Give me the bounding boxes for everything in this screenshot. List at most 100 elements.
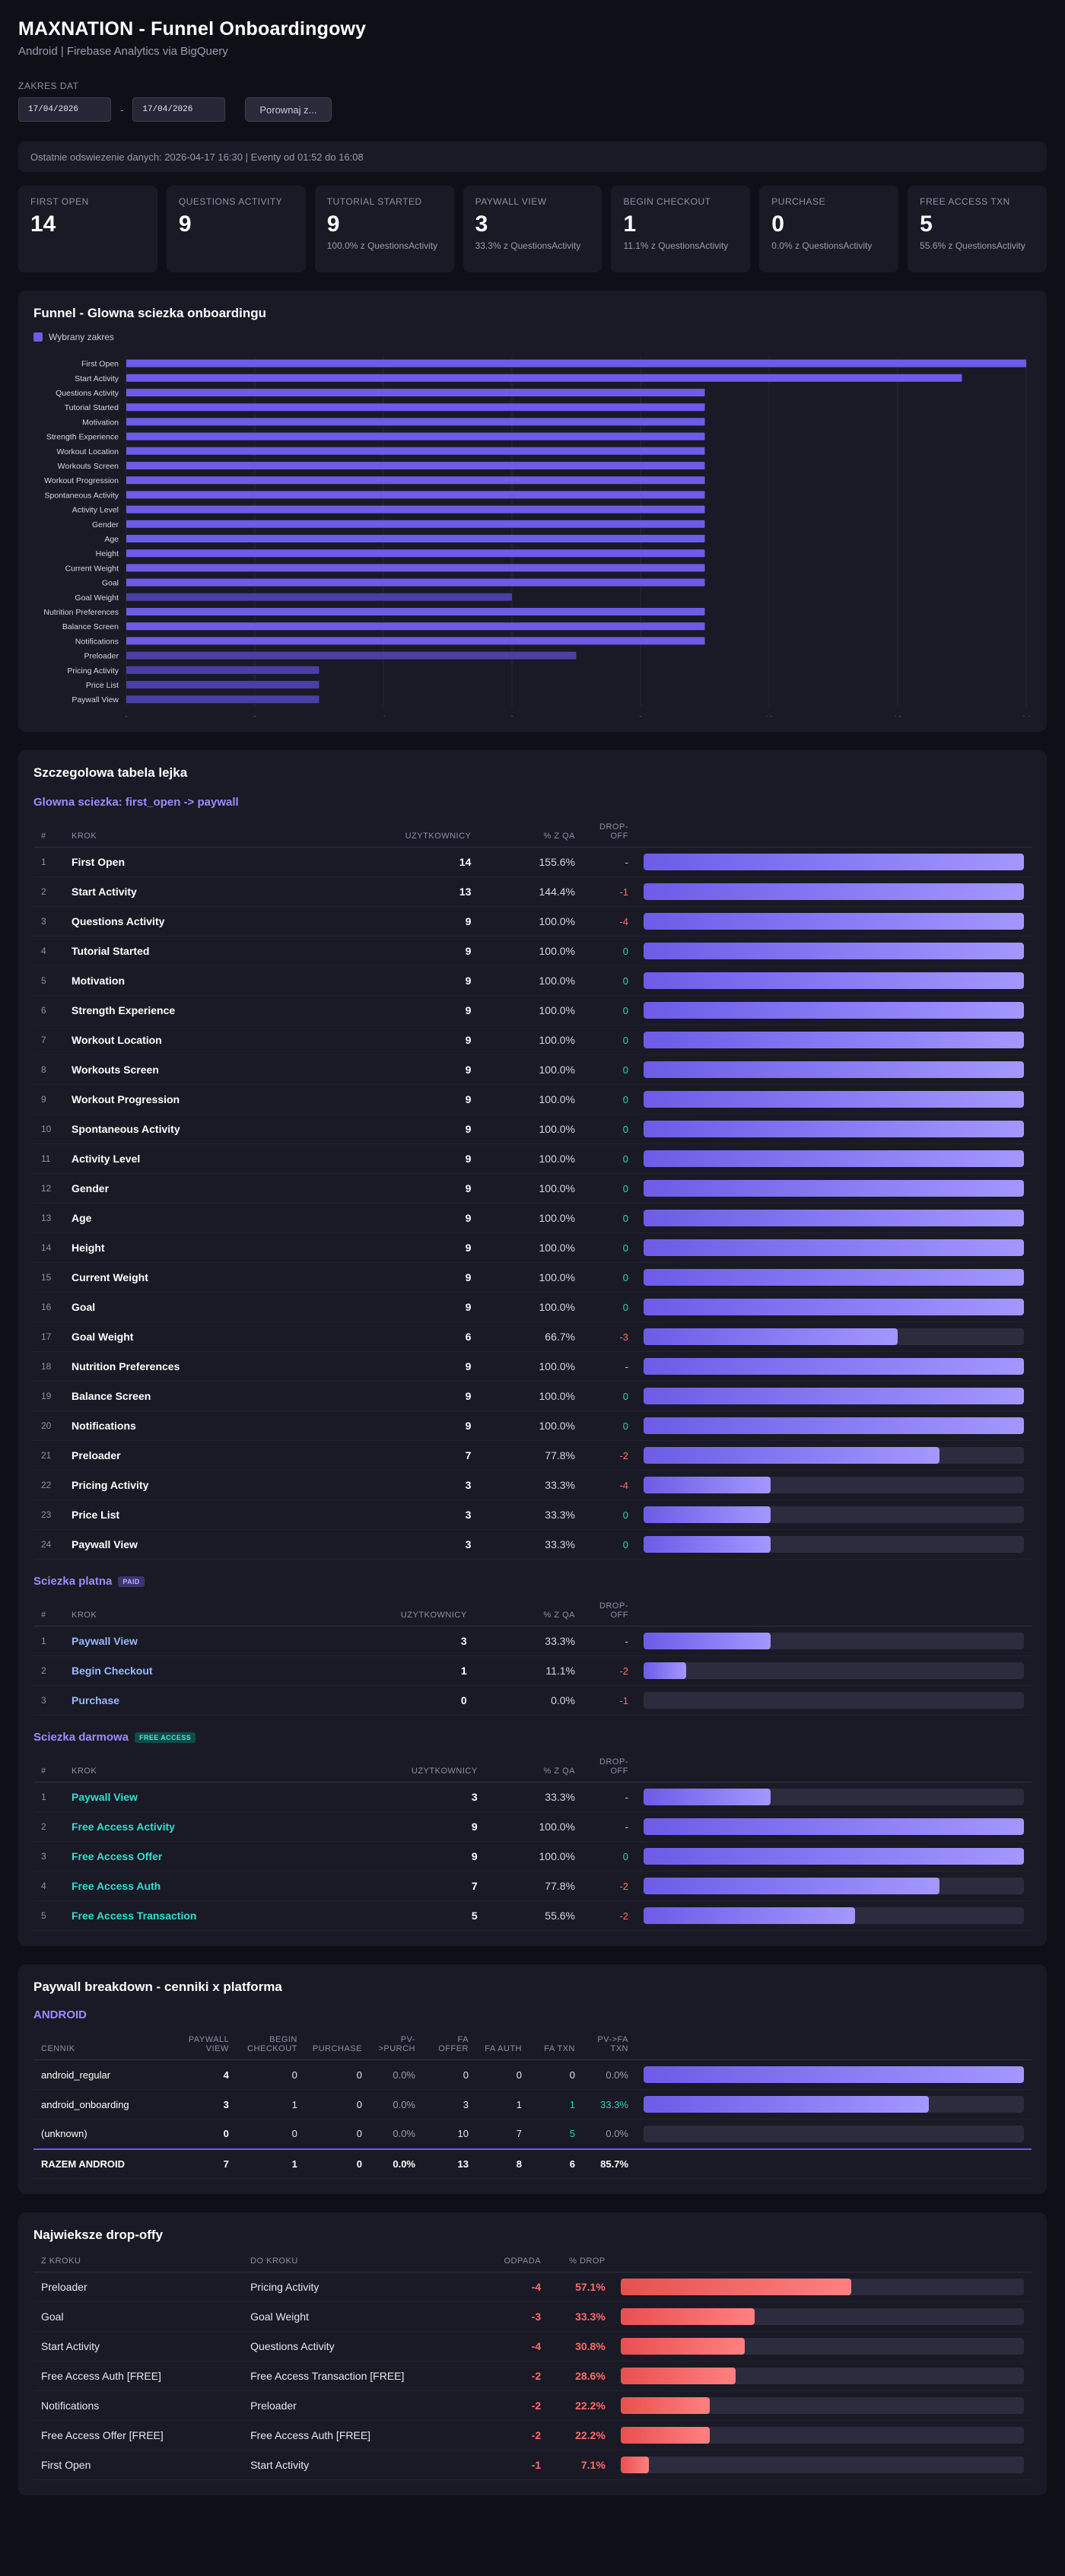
col-header: FA AUTH [476,2029,529,2060]
drop-off-value: 0 [583,1232,636,1263]
step-name: Activity Level [64,1143,315,1174]
bar-cell [612,2331,1032,2361]
pct-of-qa: 33.3% [478,1499,583,1530]
col-users: UZYTKOWNICY [330,1751,485,1783]
table-row: 15 Current Weight 9 100.0% 0 [33,1262,1032,1293]
y-tick-label: Workout Progression [44,476,119,485]
progress-track [644,1328,1024,1345]
drop-pct: 30.8% [548,2331,613,2361]
drop-count: -2 [484,2361,549,2391]
progress-track [644,1388,1024,1404]
table-row: Start Activity Questions Activity -4 30.8% [33,2331,1032,2361]
y-tick-label: Paywall View [72,695,119,704]
page-subtitle: Android | Firebase Analytics via BigQuer… [18,45,228,58]
pct-of-qa: 100.0% [478,1292,583,1322]
paywall-breakdown-title: Paywall breakdown - cenniki x platforma [33,1980,282,1994]
step-name: Strength Experience [64,995,315,1026]
step-name: Goal Weight [64,1321,315,1352]
metric-cell: 0 [236,2119,305,2149]
row-index: 8 [33,1054,64,1085]
progress-fill [644,1091,1024,1108]
row-index: 16 [33,1292,64,1322]
progress-track [644,1633,1024,1649]
table-header-row: CENNIK PAYWALL VIEW BEGIN CHECKOUT PURCHASE… [33,2029,1032,2060]
progress-track [644,1358,1024,1375]
drop-off-value: 0 [583,1499,636,1530]
table-row: 14 Height 9 100.0% 0 [33,1232,1032,1263]
compare-button[interactable]: Porownaj z... [245,97,332,122]
bar-cell [636,906,1032,937]
row-index: 7 [33,1025,64,1055]
funnel-bar [126,403,705,412]
bar-cell [636,1262,1032,1293]
row-index: 21 [33,1440,64,1471]
row-index: 9 [33,1084,64,1115]
funnel-bar [126,549,705,558]
kpi-card: QUESTIONS ACTIVITY 9 [166,186,306,272]
funnel-bar [126,418,705,426]
progress-track [644,943,1024,959]
y-tick-label: Height [96,549,119,558]
progress-fill [644,1907,855,1924]
drop-off-value: - [583,1811,636,1842]
pct-of-qa: 33.3% [478,1529,583,1560]
kpi-card: PURCHASE 0 0.0% z QuestionsActivity [759,186,899,272]
y-tick-label: Price List [86,681,119,690]
row-index: 13 [33,1203,64,1233]
metric-cell: 0.0% [583,2119,636,2149]
progress-track [644,1061,1024,1078]
drop-count: -2 [484,2390,549,2421]
table-row: android_regular 4 0 0 0.0% 0 0 0 0.0% [33,2059,1032,2090]
drop-off-value: 0 [583,936,636,966]
progress-track [644,1447,1024,1464]
pct-of-qa: 100.0% [478,1025,583,1055]
progress-fill [644,1299,1024,1315]
user-count: 6 [314,1321,479,1352]
date-from-input[interactable]: 17/04/2026 [18,97,111,122]
funnel-bar [126,491,705,499]
col-header: FA TXN [529,2029,583,2060]
progress-track [620,2338,1024,2355]
y-tick-label: Tutorial Started [65,403,119,412]
pct-of-qa: 100.0% [485,1811,583,1842]
paywall-breakdown-card: Paywall breakdown - cenniki x platforma … [18,1964,1047,2194]
page-title: MAXNATION - Funnel Onboardingowy [18,18,367,40]
progress-fill [644,943,1024,959]
y-tick-label: Nutrition Preferences [43,608,119,617]
row-index: 2 [33,1811,64,1842]
col-step: KROK [64,1751,331,1783]
user-count: 0 [286,1685,475,1716]
date-range-controls: 17/04/2026 - 17/04/2026 Porownaj z... [18,97,1047,122]
progress-fill [644,1121,1024,1137]
progress-track [644,1692,1024,1709]
user-count: 9 [314,936,479,966]
total-cell: 13 [423,2148,476,2179]
row-index: 4 [33,936,64,966]
bar-cell [636,1084,1032,1115]
to-step: Start Activity [243,2450,485,2480]
step-name: Begin Checkout [64,1655,287,1686]
table-row: 9 Workout Progression 9 100.0% 0 [33,1084,1032,1115]
legend-label: Wybrany zakres [49,332,114,342]
free-path-table: # KROK UZYTKOWNICY% Z QA DROP-OFF 1 Paywall V… [33,1751,1032,1931]
row-index: 23 [33,1499,64,1530]
date-to-input[interactable]: 17/04/2026 [132,97,226,122]
bar-cell [636,876,1032,907]
total-label: RAZEM ANDROID [33,2148,181,2179]
progress-track [644,1299,1024,1315]
metric-cell: 0 [304,2119,370,2149]
row-index: 11 [33,1143,64,1174]
kpi-card: PAYWALL VIEW 3 33.3% z QuestionsActivity [463,186,602,272]
progress-track [644,1789,1024,1805]
progress-fill [644,1477,771,1493]
pct-of-qa: 100.0% [485,1841,583,1872]
funnel-bar [126,681,320,689]
row-index: 2 [33,876,64,907]
table-row: Free Access Offer [FREE] Free Access Auth… [33,2420,1032,2450]
x-tick-label: 2 [253,715,257,717]
table-row: 22 Pricing Activity 3 33.3% -4 [33,1470,1032,1500]
to-step: Preloader [243,2390,485,2421]
row-index: 5 [33,1900,64,1931]
bar-cell [636,2119,1032,2149]
col-header: PV->FA TXN [583,2029,636,2060]
